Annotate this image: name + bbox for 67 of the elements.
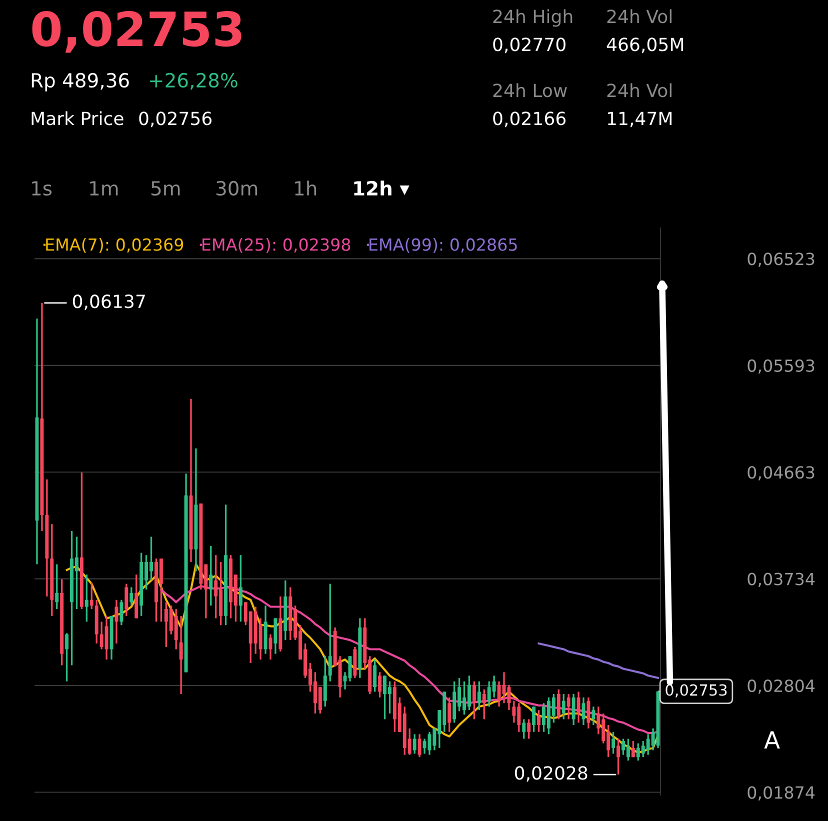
text: 5m bbox=[152, 181, 180, 196]
ref-line-label: 0,02753 bbox=[666, 684, 727, 698]
candlestick bbox=[448, 696, 452, 733]
candlestick bbox=[631, 740, 635, 758]
legend-label: EMA(25): 0,02398 bbox=[202, 238, 350, 253]
annotation: 0,06137 bbox=[72, 294, 145, 310]
text: 1h bbox=[295, 180, 316, 196]
y-tick-label: 0,05593 bbox=[748, 359, 814, 374]
text: +26,28% bbox=[150, 72, 238, 90]
text: 0,02756 bbox=[139, 112, 212, 128]
text: A bbox=[764, 731, 780, 749]
candlestick bbox=[527, 718, 531, 740]
y-tick-label: 0,03734 bbox=[748, 572, 815, 588]
text: Rp 489,36 bbox=[32, 72, 129, 92]
candlestick bbox=[586, 696, 590, 730]
annotation: 0,02028 bbox=[514, 766, 588, 782]
text: 0,02753 bbox=[32, 10, 242, 53]
text: 24h Vol bbox=[607, 9, 672, 24]
text: 1m bbox=[90, 181, 118, 196]
y-tick-label: 0,06523 bbox=[748, 252, 814, 267]
candlestick bbox=[576, 690, 580, 724]
text: 0,02166 bbox=[493, 112, 566, 128]
candlestick bbox=[592, 706, 596, 726]
candlestick bbox=[238, 554, 242, 623]
text: 30m bbox=[216, 180, 258, 196]
candlestick bbox=[482, 688, 486, 720]
text: 24h High bbox=[493, 9, 572, 27]
text: 466,05M bbox=[606, 38, 683, 54]
candlestick bbox=[522, 718, 526, 740]
text: 0,02770 bbox=[493, 38, 566, 54]
candlestick bbox=[209, 545, 213, 606]
text: 24h Low bbox=[493, 83, 567, 98]
candlestick bbox=[378, 671, 382, 698]
candlestick bbox=[472, 680, 476, 720]
text: 11,47M bbox=[608, 112, 672, 128]
candlestick bbox=[114, 599, 118, 644]
candlestick bbox=[328, 582, 332, 682]
legend-label: EMA(99): 0,02865 bbox=[370, 238, 517, 253]
y-tick-label: 0,01874 bbox=[748, 786, 815, 801]
line-series bbox=[538, 642, 660, 679]
candlestick bbox=[562, 693, 566, 720]
candlestick bbox=[412, 733, 416, 755]
y-tick-label: 0,04663 bbox=[748, 466, 814, 480]
candlestick bbox=[179, 615, 183, 695]
candlestick bbox=[65, 632, 69, 682]
text: 24h Vol bbox=[607, 83, 672, 98]
candlestick bbox=[572, 693, 576, 726]
candlestick bbox=[556, 688, 560, 720]
candlestick bbox=[616, 738, 620, 776]
candlestick bbox=[124, 582, 128, 617]
candlestick bbox=[532, 706, 536, 733]
candlestick bbox=[55, 563, 59, 610]
candlestick bbox=[84, 574, 88, 623]
candlestick bbox=[566, 693, 570, 720]
text: Mark Price bbox=[32, 111, 124, 126]
candlestick bbox=[477, 680, 481, 711]
legend-label: EMA(7): 0,02369 bbox=[46, 238, 184, 253]
candlestick bbox=[537, 709, 541, 733]
candlestick bbox=[130, 586, 134, 606]
candlestick bbox=[612, 731, 616, 755]
candlestick bbox=[373, 658, 377, 693]
y-tick-label: 0,02804 bbox=[748, 679, 815, 694]
candlestick bbox=[120, 599, 124, 626]
text: 12h ▾ bbox=[354, 180, 410, 196]
candlestick bbox=[418, 733, 422, 758]
candlestick bbox=[90, 582, 94, 610]
text: 1s bbox=[32, 181, 52, 196]
